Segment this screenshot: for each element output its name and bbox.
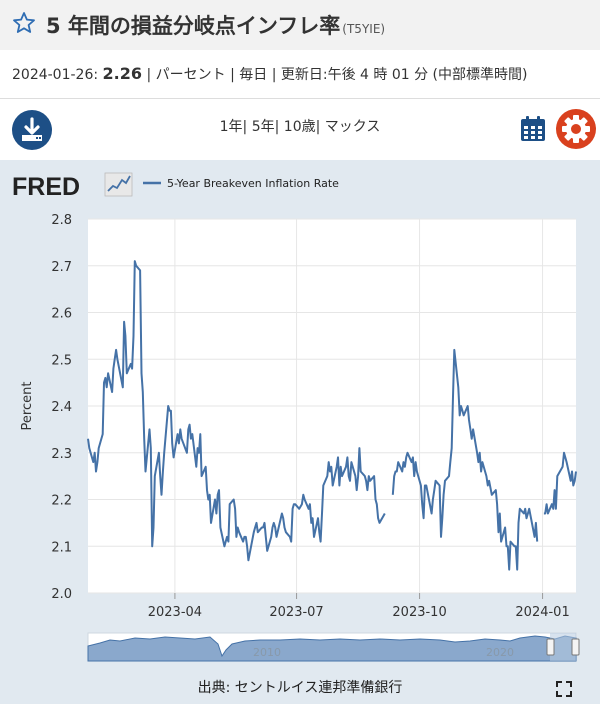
navigator-handle-left[interactable]: [546, 638, 555, 656]
series-title: 5 年間の損益分岐点インフレ率: [46, 14, 341, 38]
page-title: 5 年間の損益分岐点インフレ率 (T5YIE): [46, 10, 385, 40]
expand-icon[interactable]: [556, 681, 572, 701]
divider: [0, 98, 600, 99]
y-tick-label: 2.5: [51, 353, 72, 368]
series-line: [87, 260, 577, 571]
x-tick-label: 2023-07: [269, 605, 323, 620]
navigator-series: [87, 635, 577, 662]
chart-panel: 2.0 2.1 2.2 2.3 2.4 2.5 2.6 2.7 2.8 2023-04 2023-…: [0, 160, 600, 704]
navigator-handle-right[interactable]: [571, 638, 580, 656]
x-tick-label: 2024-01: [515, 605, 569, 620]
y-tick-label: 2.0: [51, 587, 72, 602]
download-icon: [22, 117, 42, 141]
source-credit: 出典: セントルイス連邦準備銀行: [197, 680, 403, 696]
x-tick-label: 2023-10: [392, 605, 446, 620]
y-tick-label: 2.7: [51, 260, 72, 275]
y-tick-label: 2.1: [51, 540, 72, 555]
series-meta: | パーセント | 毎日 | 更新日:午後 4 時 01 分 (中部標準時間): [146, 67, 528, 83]
navigator-label-2020: 2020: [486, 646, 514, 659]
series-code: (T5YIE): [342, 22, 386, 36]
calendar-icon[interactable]: [519, 115, 547, 147]
navigator[interactable]: 2010 2020: [87, 632, 580, 662]
chart: 2.0 2.1 2.2 2.3 2.4 2.5 2.6 2.7 2.8 2023-04 2023-…: [12, 172, 580, 662]
star-icon[interactable]: [12, 11, 36, 39]
y-tick-label: 2.8: [51, 213, 72, 228]
observation-value: 2.26: [102, 64, 143, 83]
date-range-selector[interactable]: 1年| 5年| 10歳| マックス: [219, 119, 381, 135]
title-bar: 5 年間の損益分岐点インフレ率 (T5YIE): [0, 0, 600, 50]
x-tick-label: 2023-04: [148, 605, 202, 620]
fred-logo-graph-icon: [104, 172, 133, 197]
gear-icon[interactable]: [556, 109, 596, 153]
y-tick-label: 2.6: [51, 307, 72, 322]
y-tick-label: 2.2: [51, 494, 72, 509]
observation-date: 2024-01-26:: [12, 67, 99, 83]
y-tick-label: 2.3: [51, 447, 72, 462]
fred-logo[interactable]: FRED: [12, 173, 80, 201]
download-button[interactable]: [12, 110, 52, 150]
y-tick-label: 2.4: [51, 400, 72, 415]
navigator-label-2010: 2010: [253, 646, 281, 659]
series-info: 2024-01-26: 2.26 | パーセント | 毎日 | 更新日:午後 4…: [12, 64, 527, 84]
legend-label: 5-Year Breakeven Inflation Rate: [167, 177, 339, 190]
y-axis-label: Percent: [20, 382, 35, 431]
